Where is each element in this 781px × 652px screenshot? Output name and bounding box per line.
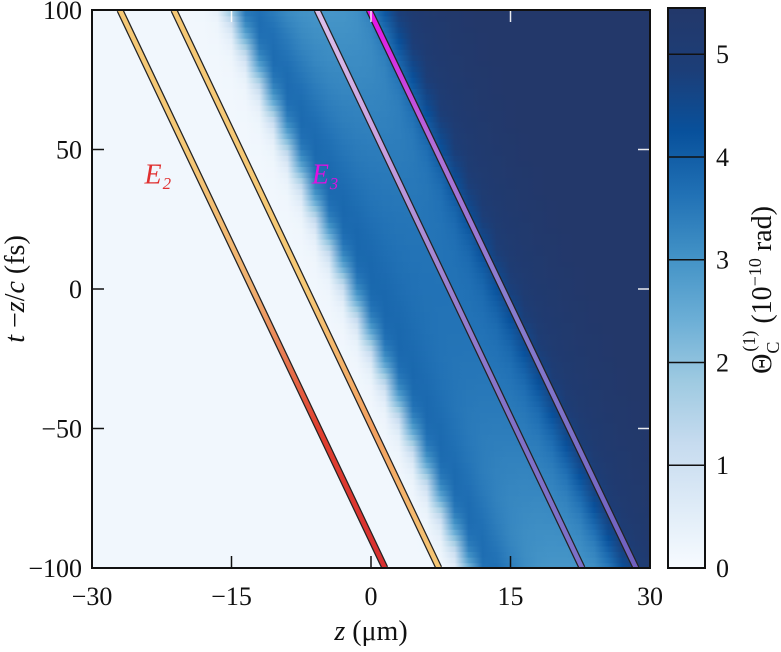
chart-figure: −30 −15 0 15 30 −100−50050100 E₂ E₃ z (μm) t … bbox=[0, 0, 781, 647]
